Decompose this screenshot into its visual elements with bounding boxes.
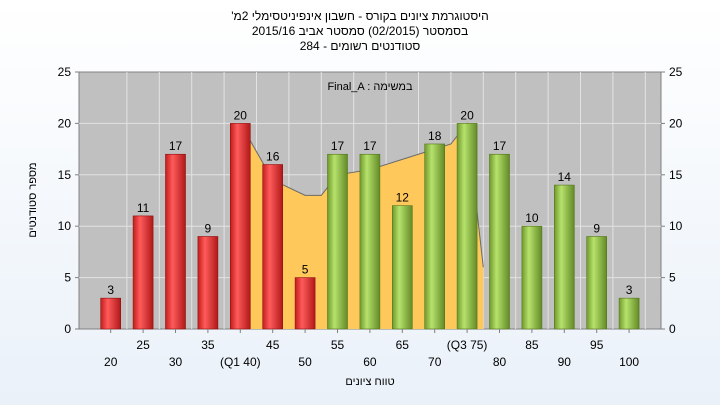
y-tick-label-left: 25 [58, 65, 72, 79]
bar-value-label: 17 [363, 139, 377, 153]
x-tick-label: 50 [298, 355, 312, 369]
bar-value-label: 17 [169, 139, 183, 153]
bar-value-label: 17 [331, 139, 345, 153]
bar-value-label: 10 [525, 211, 539, 225]
x-tick-label: 65 [396, 338, 410, 352]
x-tick-label: 25 [136, 338, 150, 352]
y-tick-label-left: 15 [58, 168, 72, 182]
bar-25 [132, 215, 154, 330]
x-tick-label: 85 [525, 338, 539, 352]
y-axis-left: 0 5 10 15 20 25 [58, 65, 79, 336]
bar-60 [359, 153, 381, 330]
bar-value-label: 18 [428, 129, 442, 143]
y-tick-label-left: 0 [64, 322, 71, 336]
bar-40 [230, 123, 251, 330]
y-tick-label-right: 0 [669, 322, 676, 336]
title-line-1: היסטוגרמת ציונים בקורס - חשבון אינפיניטס… [231, 9, 489, 23]
bar-value-label: 17 [493, 139, 507, 153]
bar-45 [262, 164, 284, 330]
bar-20 [100, 297, 121, 330]
bar-35 [197, 236, 219, 330]
y-tick-label-right: 15 [669, 168, 683, 182]
y-tick-label-right: 20 [669, 116, 683, 130]
bar-value-label: 9 [593, 221, 600, 235]
bar-value-label: 3 [107, 283, 114, 297]
title-line-3: סטודנטים רשומים - 284 [300, 39, 421, 53]
y-axis-right: 0 5 10 15 20 25 [661, 65, 683, 336]
y-tick-label-right: 25 [669, 65, 683, 79]
bar-80 [489, 153, 510, 330]
bar-85 [521, 225, 543, 330]
bar-55 [327, 153, 348, 330]
x-tick-label: 90 [558, 355, 572, 369]
y-tick-label-left: 5 [64, 271, 71, 285]
bar-30 [165, 153, 186, 330]
bar-value-label: 3 [626, 283, 633, 297]
chart-title: היסטוגרמת ציונים בקורס - חשבון אינפיניטס… [231, 9, 489, 53]
bars [100, 123, 640, 330]
x-tick-label: 80 [493, 355, 507, 369]
x-tick-label: 45 [266, 338, 280, 352]
x-tick-label: 20 [104, 355, 118, 369]
bar-value-label: 5 [302, 263, 309, 277]
y-tick-label-left: 20 [58, 116, 72, 130]
bar-value-label: 12 [396, 191, 410, 205]
x-tick-label: (Q1 40) [220, 355, 261, 369]
bar-value-label: 16 [266, 150, 280, 164]
bar-50 [294, 277, 316, 330]
bar-75 [456, 123, 478, 330]
bar-value-label: 20 [234, 108, 248, 122]
bar-65 [391, 205, 413, 330]
bar-90 [553, 184, 575, 330]
x-tick-label: 70 [428, 355, 442, 369]
x-tick-label: 60 [363, 355, 377, 369]
x-tick-label: 95 [590, 338, 604, 352]
y-tick-label-right: 5 [669, 271, 676, 285]
title-line-2: בסמסטר (02/2015) סמסטר אביב 2015/16 [252, 24, 468, 38]
x-axis: 20 25 30 35 (Q1 40) 45 50 55 60 65 70 (Q3 75) 80 85 90… [104, 329, 639, 369]
bar-100 [618, 297, 640, 330]
bar-value-label: 9 [205, 221, 212, 235]
legend-label: Final_A : במשימה [327, 81, 413, 93]
x-tick-label: 55 [331, 338, 345, 352]
bar-value-label: 20 [460, 108, 474, 122]
x-tick-label: 35 [201, 338, 215, 352]
x-tick-label: 30 [169, 355, 183, 369]
x-tick-label: 100 [619, 355, 639, 369]
y-tick-label-left: 10 [58, 219, 72, 233]
x-axis-title: טווח ציונים [345, 376, 394, 388]
bar-value-label: 14 [558, 170, 572, 184]
x-tick-label: (Q3 75) [447, 338, 488, 352]
bar-value-label: 11 [137, 201, 150, 215]
y-tick-label-right: 10 [669, 219, 683, 233]
bar-95 [586, 236, 608, 330]
y-axis-title: מספר סטודנטים [27, 162, 39, 237]
data-labels: 3 11 17 9 20 16 5 17 17 12 18 20 17 10 14 9 3 [107, 108, 632, 297]
bar-70 [424, 143, 446, 330]
